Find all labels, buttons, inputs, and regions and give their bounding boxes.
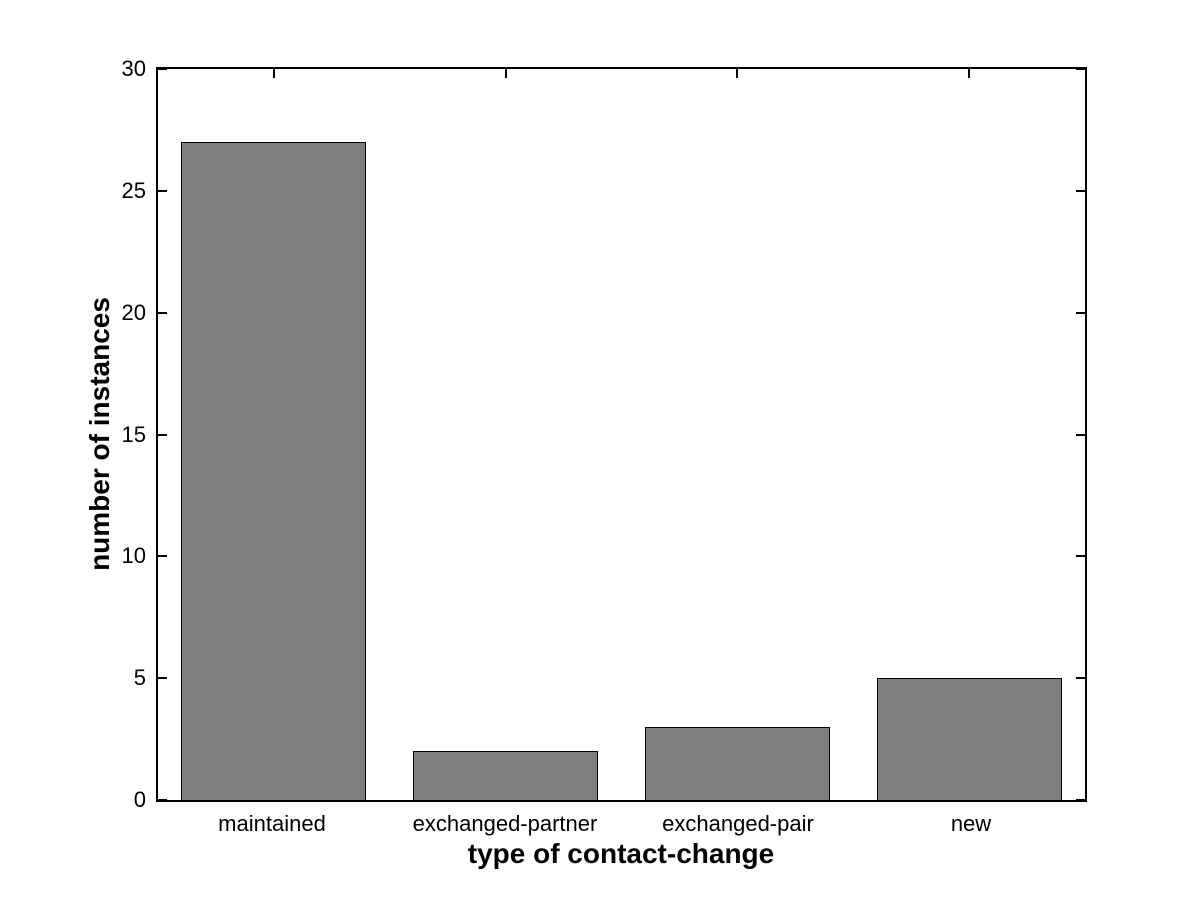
x-axis-tick-mark-top [272, 69, 275, 78]
x-tick-label: maintained [218, 811, 326, 836]
x-axis-label: type of contact-change [467, 838, 775, 869]
y-tick-label: 25 [121, 177, 146, 203]
y-axis-tick-mark-right [1076, 799, 1085, 801]
y-tick-label: 10 [121, 543, 146, 569]
bar-exchanged-partner [413, 751, 598, 800]
bar-exchanged-pair [645, 727, 830, 800]
y-axis-tick-mark-right [1076, 189, 1085, 192]
x-tick-label: exchanged-pair [662, 811, 814, 836]
y-axis-tick-mark-right [1076, 311, 1085, 314]
y-axis-tick-mark-left [158, 311, 167, 314]
y-axis-tick-mark-left [158, 189, 167, 192]
x-axis-tick-mark-top [968, 69, 971, 78]
y-axis-tick-mark-left [158, 68, 167, 70]
y-axis-tick-mark-left [158, 677, 167, 680]
y-axis-tick-mark-right [1076, 68, 1085, 70]
y-axis-tick-mark-left [158, 555, 167, 558]
y-axis-tick-mark-left [158, 799, 167, 801]
x-axis-tick-mark-top [736, 69, 739, 78]
y-tick-label: 15 [121, 421, 146, 447]
y-tick-label: 30 [121, 56, 146, 81]
plot-area [156, 67, 1087, 802]
y-axis-tick-mark-right [1076, 555, 1085, 558]
bar-maintained [181, 142, 366, 800]
bar-new [877, 678, 1062, 800]
y-axis-tick-mark-right [1076, 677, 1085, 680]
y-axis-label: number of instances [84, 297, 115, 571]
x-tick-label: exchanged-partner [412, 811, 598, 836]
x-axis-tick-mark-top [504, 69, 507, 78]
y-axis-tick-mark-right [1076, 433, 1085, 436]
y-tick-label: 5 [133, 665, 146, 691]
y-axis-tick-mark-left [158, 433, 167, 436]
x-tick-label: new [950, 811, 992, 836]
y-tick-label: 20 [121, 299, 146, 325]
y-tick-label: 0 [133, 787, 146, 812]
